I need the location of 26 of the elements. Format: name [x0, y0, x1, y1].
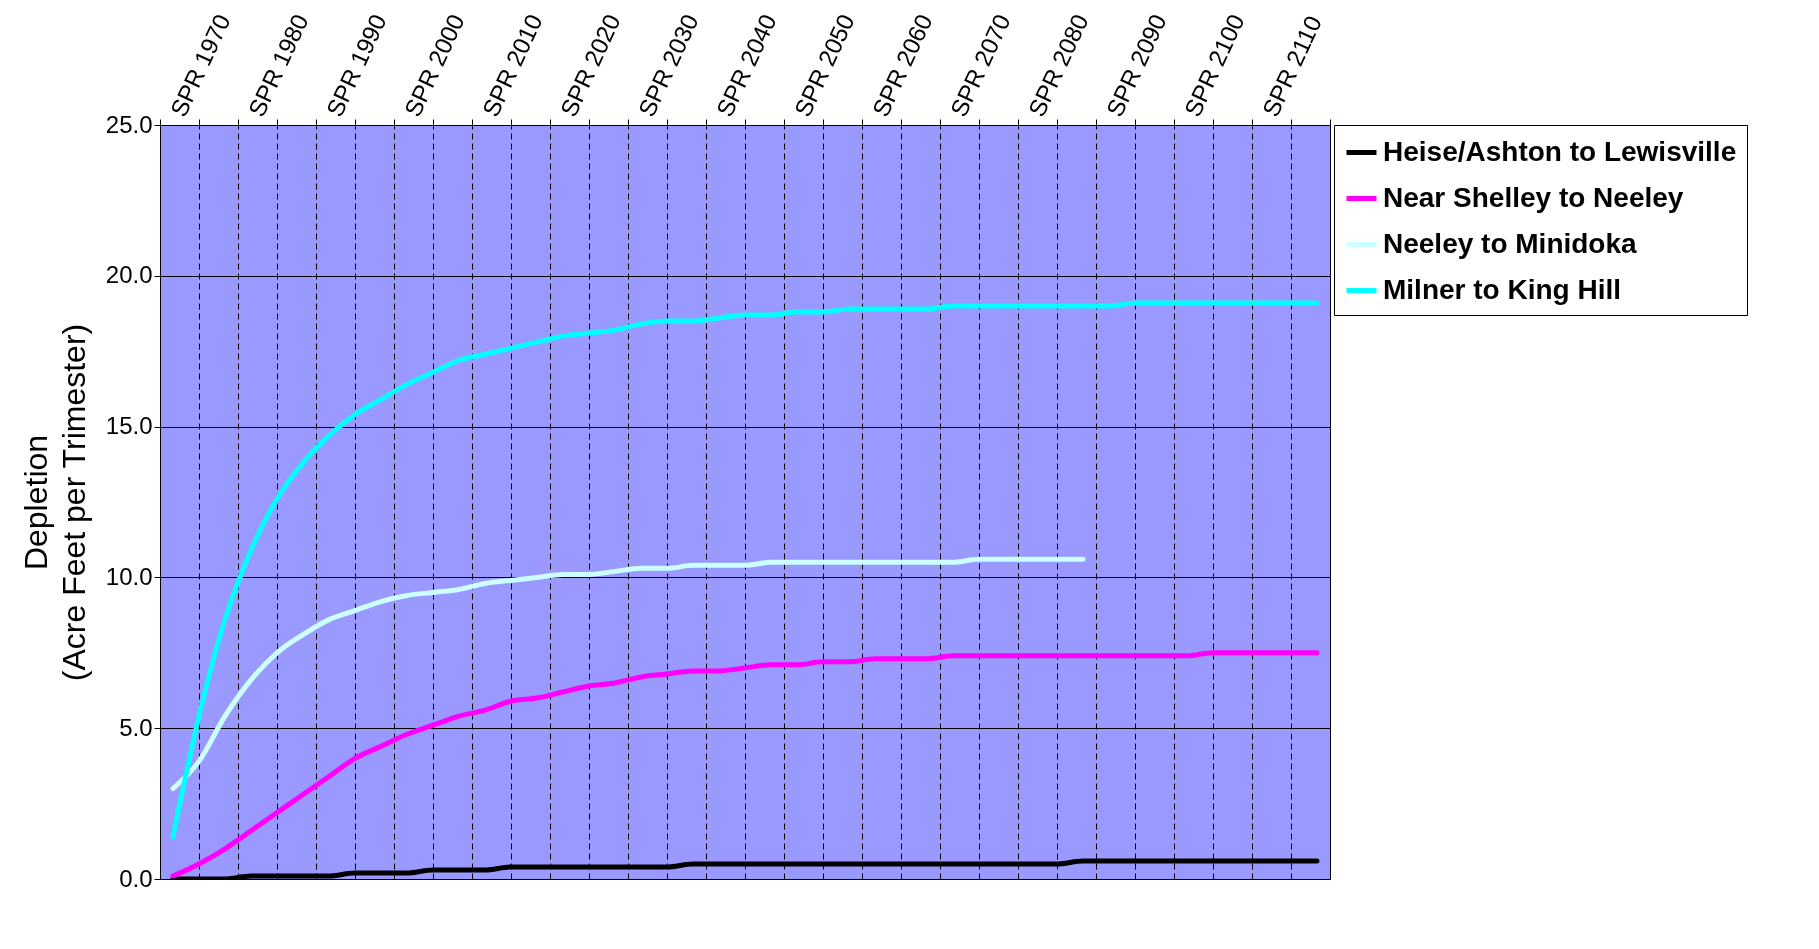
legend-label: Milner to King Hill: [1383, 273, 1621, 305]
x-tick-label: SPR 1990: [320, 10, 392, 121]
x-tick-label: SPR 1970: [164, 10, 236, 121]
legend-label: Near Shelley to Neeley: [1383, 181, 1684, 213]
x-tick-label: SPR 2020: [554, 10, 626, 121]
y-axis-title: Depletion (Acre Feet per Trimester): [17, 323, 92, 682]
x-tick-label: SPR 2030: [632, 10, 704, 121]
x-tick-label: SPR 2060: [866, 10, 938, 121]
legend-label: Heise/Ashton to Lewisville: [1383, 135, 1737, 167]
y-tick-label: 5.0: [119, 713, 153, 741]
x-tick-label: SPR 2080: [1022, 10, 1094, 121]
y-tick-label: 15.0: [105, 412, 153, 440]
x-tick-label: SPR 1980: [242, 10, 314, 121]
y-tick-label: 10.0: [105, 562, 153, 590]
x-tick-label: SPR 2050: [788, 10, 860, 121]
x-tick-label: SPR 2000: [398, 10, 470, 121]
x-tick-label: SPR 2010: [476, 10, 548, 121]
x-tick-label: SPR 2070: [944, 10, 1016, 121]
y-tick-label: 0.0: [119, 864, 153, 892]
legend-label: Neeley to Minidoka: [1383, 227, 1638, 259]
x-tick-label: SPR 2110: [1256, 11, 1327, 121]
y-tick-label: 25.0: [105, 110, 153, 138]
y-tick-label: 20.0: [105, 261, 153, 289]
x-tick-label: SPR 2090: [1100, 10, 1172, 121]
x-tick-label: SPR 2040: [710, 10, 782, 121]
x-tick-label: SPR 2100: [1178, 10, 1250, 121]
